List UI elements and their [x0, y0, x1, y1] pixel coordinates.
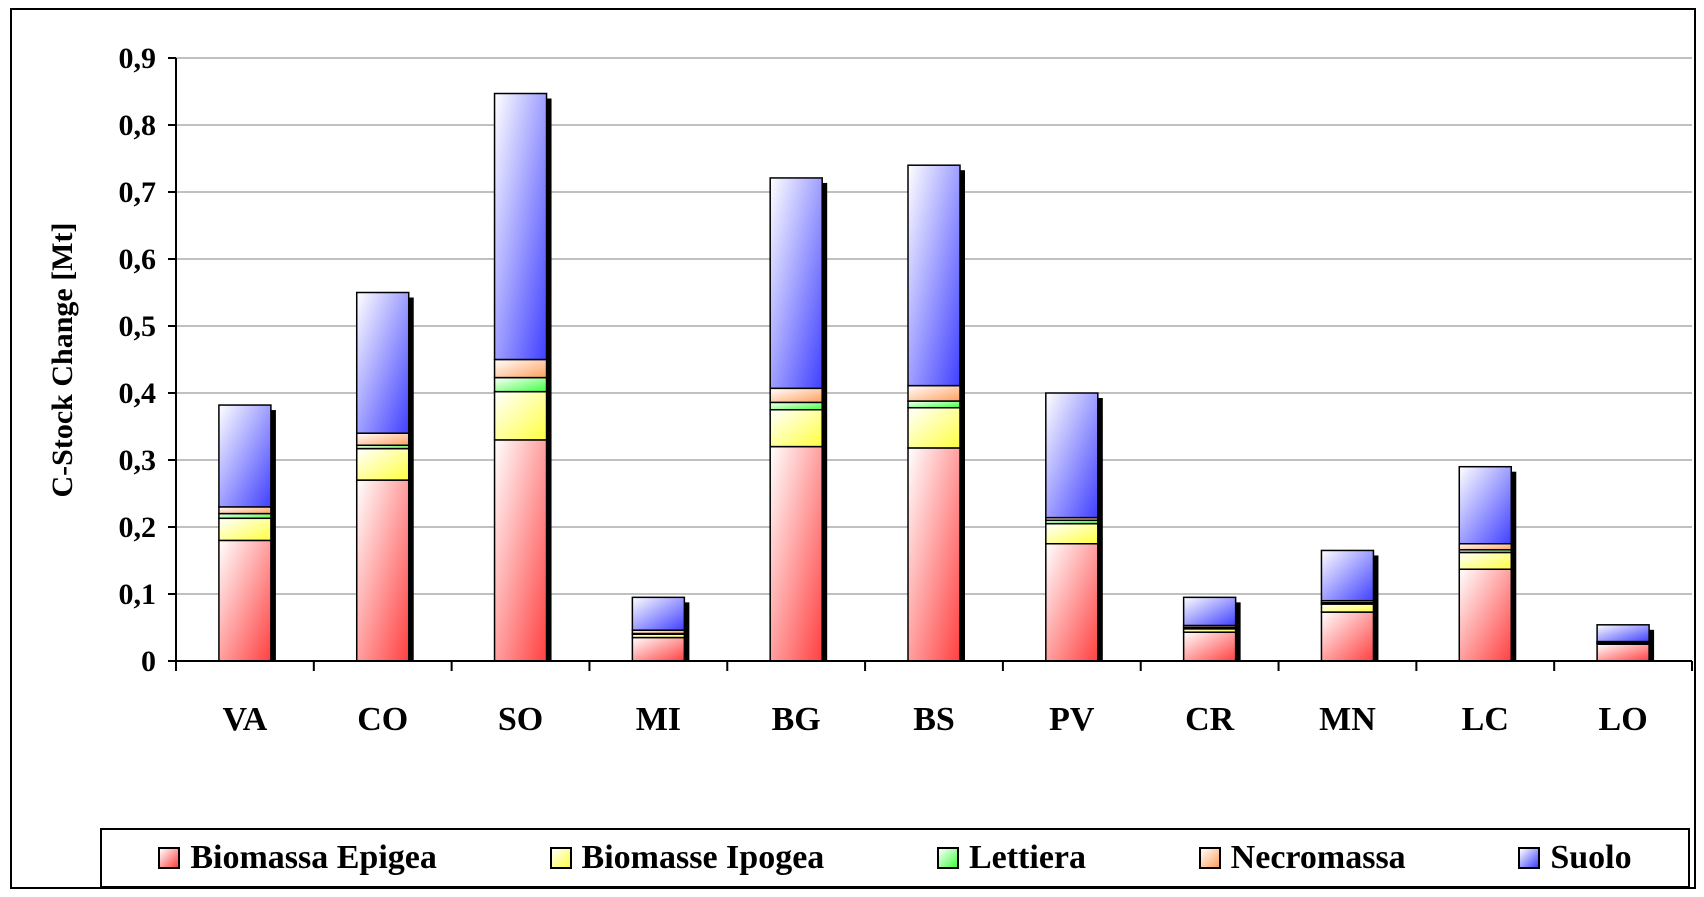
bar-segment-suolo-va	[218, 404, 272, 508]
legend-label: Suolo	[1550, 839, 1632, 876]
bar-segment-necromassa-va	[218, 506, 272, 515]
legend-swatch	[158, 847, 181, 869]
bar-segment-biomasse-ipogea-co	[355, 447, 410, 481]
bar-segment-biomassa-epigea-lo	[1596, 643, 1650, 662]
bar-segment-biomassa-epigea-co	[355, 479, 410, 662]
bar-segment-suolo-mi	[631, 596, 686, 631]
legend-label: Lettiera	[968, 839, 1086, 876]
axis-labels: 0 0,1 0,2 0,3 0,4 0,5 0,6 0,7 0,8 0,9 VA CO SO MI BG BS…	[119, 42, 1648, 738]
bar-segment-biomassa-epigea-cr	[1182, 631, 1237, 662]
legend-label: Necromassa	[1230, 839, 1406, 876]
bar-segment-biomassa-epigea-bg	[769, 445, 823, 662]
y-tick-label: 0,5	[119, 310, 157, 343]
y-tick-label: 0	[141, 645, 156, 678]
bar-segment-suolo-so	[493, 92, 548, 361]
bar-segment-suolo-bs	[907, 164, 961, 387]
x-category-label: PV	[1049, 701, 1095, 738]
y-tick-label: 0,9	[119, 42, 157, 75]
y-axis-title: C-Stock Change [Mt]	[46, 223, 79, 498]
bar-segment-biomassa-epigea-mn	[1320, 611, 1375, 662]
bar-segment-biomasse-ipogea-so	[493, 390, 548, 441]
bar-segment-biomassa-epigea-va	[218, 539, 272, 662]
x-category-label: LO	[1599, 701, 1648, 738]
legend-item: Biomasse Ipogea	[549, 839, 825, 877]
legend-swatch	[1518, 847, 1541, 869]
legend-item: Lettiera	[936, 839, 1086, 877]
x-category-label: SO	[498, 701, 543, 738]
bar-segment-biomassa-epigea-mi	[631, 636, 686, 662]
bar-segment-necromassa-bs	[907, 384, 961, 402]
axes	[175, 58, 1693, 671]
legend-swatch	[936, 847, 959, 869]
bar-segment-lettiera-bs	[907, 400, 961, 409]
bars	[218, 92, 1655, 662]
bar-segment-necromassa-lc	[1458, 543, 1513, 551]
bar-segment-biomasse-ipogea-bg	[769, 409, 823, 448]
x-category-label: CR	[1185, 701, 1235, 738]
chart-frame	[10, 8, 1696, 889]
bar-segment-suolo-pv	[1045, 392, 1099, 519]
legend-item: Necromassa	[1198, 839, 1406, 877]
y-tick-label: 0,1	[119, 578, 157, 611]
bar-segment-necromassa-so	[493, 358, 548, 379]
legend-item: Biomassa Epigea	[158, 839, 437, 877]
x-category-label: CO	[357, 701, 408, 738]
bar-segment-suolo-mn	[1320, 549, 1375, 602]
y-tick-label: 0,7	[119, 176, 157, 209]
bar-segment-suolo-bg	[769, 177, 823, 390]
bar-segment-biomasse-ipogea-mn	[1320, 603, 1375, 613]
bar-segment-biomasse-ipogea-bs	[907, 406, 961, 449]
x-category-label: VA	[223, 701, 268, 738]
bar-segment-suolo-cr	[1182, 596, 1237, 627]
bar-segment-lettiera-bg	[769, 401, 823, 411]
legend-swatch	[549, 847, 572, 869]
bar-segment-biomassa-epigea-lc	[1458, 568, 1513, 662]
bar-segment-biomassa-epigea-so	[493, 439, 548, 662]
bar-segment-lettiera-so	[493, 376, 548, 393]
bar-segment-biomasse-ipogea-pv	[1045, 522, 1099, 545]
legend-label: Biomasse Ipogea	[581, 839, 825, 876]
x-category-label: MI	[636, 701, 681, 738]
y-tick-label: 0,3	[119, 444, 157, 477]
legend-item: Suolo	[1518, 839, 1632, 877]
y-tick-label: 0,6	[119, 243, 157, 276]
bar-segment-necromassa-bg	[769, 387, 823, 404]
legend: Biomassa Epigea Biomasse Ipogea Lettiera Ne…	[100, 828, 1690, 888]
x-category-label: BG	[772, 701, 821, 738]
bar-segment-suolo-co	[355, 291, 410, 434]
y-tick-label: 0,8	[119, 109, 157, 142]
legend-swatch	[1198, 847, 1221, 869]
x-category-label: MN	[1319, 701, 1376, 738]
bar-segment-biomassa-epigea-bs	[907, 447, 961, 662]
x-category-label: LC	[1462, 701, 1509, 738]
bar-segment-necromassa-co	[355, 432, 410, 447]
bar-segment-biomasse-ipogea-lc	[1458, 551, 1513, 570]
bar-segment-suolo-lc	[1458, 465, 1513, 545]
bar-segment-biomassa-epigea-pv	[1045, 543, 1099, 662]
x-category-label: BS	[913, 701, 955, 738]
y-tick-label: 0,2	[119, 511, 157, 544]
bar-segment-biomasse-ipogea-va	[218, 517, 272, 542]
y-tick-label: 0,4	[119, 377, 157, 410]
bar-segment-suolo-lo	[1596, 624, 1650, 643]
legend-label: Biomassa Epigea	[190, 839, 437, 876]
